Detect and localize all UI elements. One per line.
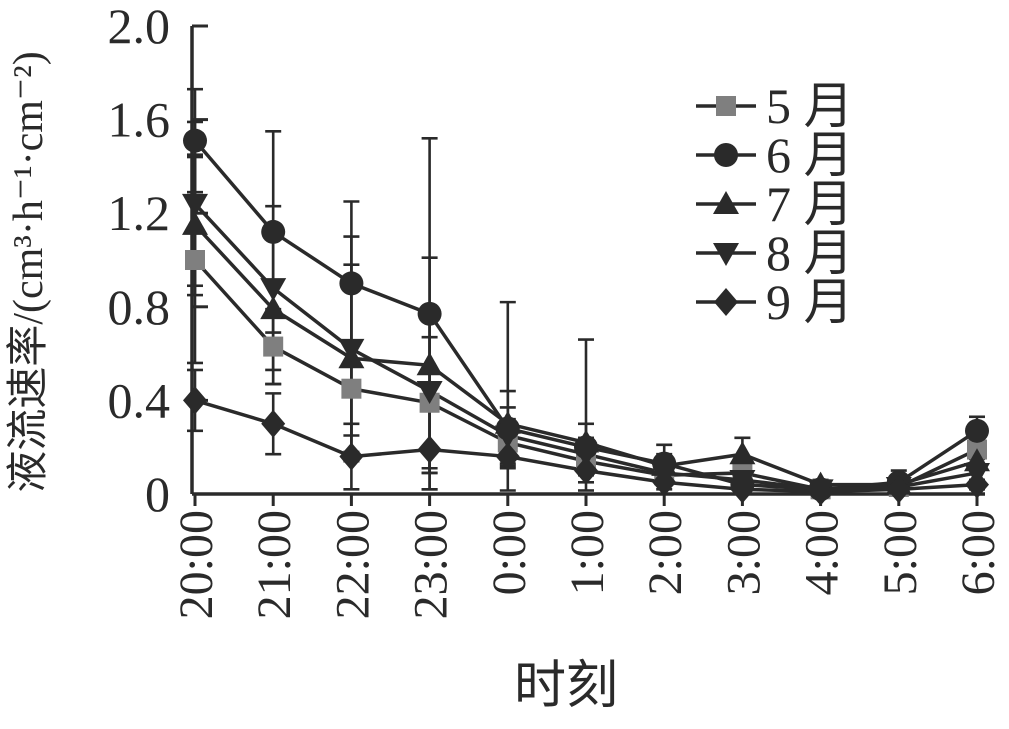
- y-tick-label: 0: [145, 466, 170, 522]
- triangle-up-marker: [182, 211, 208, 235]
- y-tick-label: 0.8: [108, 279, 171, 335]
- x-tick-label: 23:00: [405, 510, 458, 619]
- triangle-up-marker: [729, 441, 756, 465]
- legend-circle-icon: [714, 143, 738, 167]
- diamond-marker: [965, 470, 989, 499]
- x-tick-label: 22:00: [326, 510, 379, 619]
- x-tick-label: 2:00: [639, 510, 692, 595]
- diamond-marker: [808, 477, 833, 506]
- diamond-marker: [339, 442, 364, 471]
- x-tick-label: 4:00: [796, 510, 849, 595]
- legend-label: 5 月: [766, 78, 854, 134]
- x-tick-label: 5:00: [874, 510, 927, 595]
- triangle-up-marker: [260, 296, 287, 320]
- x-axis-title: 时刻: [514, 658, 618, 715]
- triangle-down-marker: [494, 425, 521, 449]
- legend-label: 6 月: [766, 127, 854, 183]
- circle-marker: [339, 271, 364, 296]
- diamond-marker: [417, 435, 442, 464]
- square-marker: [341, 378, 362, 399]
- triangle-down-marker: [182, 193, 208, 217]
- diamond-marker: [261, 409, 286, 438]
- circle-marker: [965, 418, 989, 443]
- x-tick-label: 0:00: [483, 510, 536, 595]
- x-tick-label: 6:00: [952, 510, 1005, 595]
- circle-marker: [183, 128, 207, 153]
- legend-diamond-icon: [714, 288, 738, 316]
- y-tick-label: 0.4: [108, 372, 171, 428]
- y-tick-label: 1.2: [108, 185, 171, 241]
- circle-marker: [417, 301, 442, 326]
- diamond-marker: [574, 456, 598, 485]
- legend-label: 8 月: [766, 225, 854, 281]
- x-tick-label: 3:00: [717, 510, 770, 595]
- x-tick-label: 21:00: [248, 510, 301, 619]
- diamond-marker: [886, 475, 911, 504]
- triangle-down-marker: [573, 444, 599, 468]
- circle-marker: [261, 219, 286, 244]
- square-marker: [185, 250, 205, 270]
- diamond-marker: [183, 386, 207, 415]
- x-tick-label: 1:00: [561, 510, 614, 595]
- triangle-down-marker: [260, 278, 287, 302]
- triangle-up-marker: [416, 352, 443, 376]
- legend-triangle-down-icon: [713, 243, 739, 266]
- diamond-marker: [495, 442, 520, 471]
- diamond-marker: [730, 475, 755, 504]
- y-axis-title: 液流速率/(cm³·h⁻¹·cm⁻²): [5, 51, 52, 492]
- triangle-down-marker: [416, 381, 443, 405]
- legend-square-icon: [716, 96, 736, 116]
- legend-label: 7 月: [766, 176, 854, 232]
- legend-triangle-up-icon: [713, 191, 739, 214]
- square-marker: [263, 336, 284, 357]
- x-tick-label: 20:00: [170, 510, 223, 619]
- y-tick-label: 2.0: [108, 0, 171, 54]
- y-tick-label: 1.6: [108, 92, 171, 148]
- diamond-marker: [652, 468, 677, 497]
- triangle-down-marker: [338, 338, 365, 362]
- legend-label: 9 月: [766, 274, 854, 330]
